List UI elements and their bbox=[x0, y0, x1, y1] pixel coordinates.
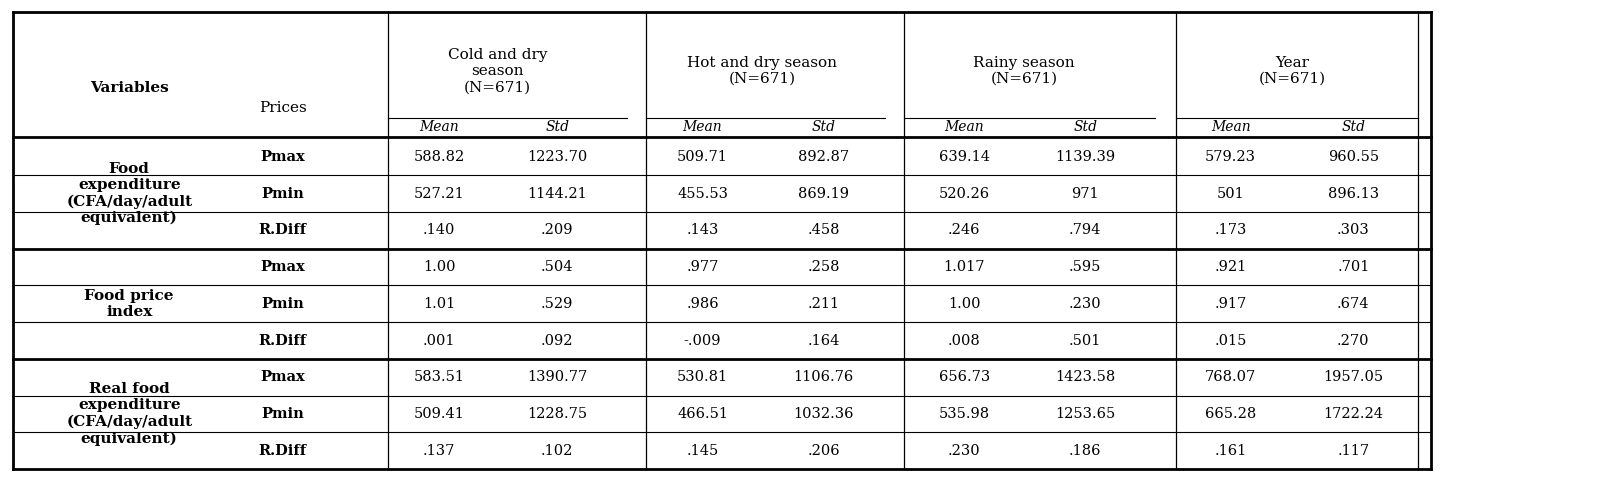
Text: 656.73: 656.73 bbox=[938, 370, 989, 384]
Text: 1253.65: 1253.65 bbox=[1054, 407, 1115, 421]
Text: 1957.05: 1957.05 bbox=[1322, 370, 1383, 384]
Text: .117: .117 bbox=[1336, 444, 1369, 458]
Text: Pmin: Pmin bbox=[261, 187, 303, 200]
Text: Hot and dry season
(N=671): Hot and dry season (N=671) bbox=[688, 56, 836, 86]
Text: .173: .173 bbox=[1214, 223, 1246, 237]
Text: .270: .270 bbox=[1336, 334, 1369, 347]
Text: .008: .008 bbox=[947, 334, 980, 347]
Text: .529: .529 bbox=[541, 297, 573, 311]
Text: Pmin: Pmin bbox=[261, 407, 303, 421]
Text: .595: .595 bbox=[1068, 260, 1101, 274]
Text: Std: Std bbox=[812, 121, 834, 134]
Text: .102: .102 bbox=[541, 444, 573, 458]
Text: .092: .092 bbox=[541, 334, 573, 347]
Text: Mean: Mean bbox=[944, 121, 983, 134]
Text: .015: .015 bbox=[1214, 334, 1246, 347]
Text: .501: .501 bbox=[1068, 334, 1101, 347]
Text: .137: .137 bbox=[423, 444, 455, 458]
Text: 1228.75: 1228.75 bbox=[526, 407, 587, 421]
Text: 1722.24: 1722.24 bbox=[1322, 407, 1383, 421]
Text: .209: .209 bbox=[541, 223, 573, 237]
Text: 1423.58: 1423.58 bbox=[1054, 370, 1115, 384]
Text: Std: Std bbox=[1341, 121, 1364, 134]
Text: 1.01: 1.01 bbox=[423, 297, 455, 311]
Text: .246: .246 bbox=[947, 223, 980, 237]
Text: 639.14: 639.14 bbox=[938, 150, 989, 164]
Text: 1139.39: 1139.39 bbox=[1054, 150, 1115, 164]
Text: -.009: -.009 bbox=[683, 334, 721, 347]
Text: 869.19: 869.19 bbox=[797, 187, 849, 200]
Text: 1032.36: 1032.36 bbox=[792, 407, 854, 421]
Text: Pmax: Pmax bbox=[260, 260, 305, 274]
Text: .143: .143 bbox=[686, 223, 718, 237]
Text: R.Diff: R.Diff bbox=[258, 223, 307, 237]
Text: .794: .794 bbox=[1068, 223, 1101, 237]
Text: 455.53: 455.53 bbox=[676, 187, 728, 200]
Text: 466.51: 466.51 bbox=[676, 407, 728, 421]
Text: 501: 501 bbox=[1215, 187, 1244, 200]
Text: 579.23: 579.23 bbox=[1204, 150, 1256, 164]
Text: .164: .164 bbox=[807, 334, 839, 347]
Text: Pmax: Pmax bbox=[260, 150, 305, 164]
Text: .186: .186 bbox=[1068, 444, 1101, 458]
Text: 1.00: 1.00 bbox=[423, 260, 455, 274]
Text: .504: .504 bbox=[541, 260, 573, 274]
Text: Mean: Mean bbox=[1210, 121, 1249, 134]
Text: .230: .230 bbox=[947, 444, 980, 458]
Text: Variables: Variables bbox=[90, 81, 168, 95]
Text: 1390.77: 1390.77 bbox=[526, 370, 587, 384]
Text: 896.13: 896.13 bbox=[1327, 187, 1378, 200]
Text: 509.71: 509.71 bbox=[676, 150, 728, 164]
Text: .458: .458 bbox=[807, 223, 839, 237]
Text: 509.41: 509.41 bbox=[413, 407, 465, 421]
Text: Pmax: Pmax bbox=[260, 370, 305, 384]
Text: Std: Std bbox=[546, 121, 568, 134]
Text: Pmin: Pmin bbox=[261, 297, 303, 311]
Text: 1106.76: 1106.76 bbox=[792, 370, 854, 384]
Text: 1.00: 1.00 bbox=[947, 297, 980, 311]
Text: 530.81: 530.81 bbox=[676, 370, 728, 384]
Text: .303: .303 bbox=[1336, 223, 1369, 237]
Text: 1.017: 1.017 bbox=[943, 260, 985, 274]
Text: Std: Std bbox=[1073, 121, 1096, 134]
Text: .211: .211 bbox=[807, 297, 839, 311]
Text: 971: 971 bbox=[1070, 187, 1099, 200]
Text: .921: .921 bbox=[1214, 260, 1246, 274]
Text: R.Diff: R.Diff bbox=[258, 334, 307, 347]
Text: 527.21: 527.21 bbox=[413, 187, 465, 200]
Text: Mean: Mean bbox=[683, 121, 721, 134]
Text: Prices: Prices bbox=[258, 101, 307, 115]
Text: .161: .161 bbox=[1214, 444, 1246, 458]
Text: .258: .258 bbox=[807, 260, 839, 274]
Text: Food price
index: Food price index bbox=[84, 289, 174, 319]
Text: 768.07: 768.07 bbox=[1204, 370, 1256, 384]
Text: 520.26: 520.26 bbox=[938, 187, 989, 200]
Text: .917: .917 bbox=[1214, 297, 1246, 311]
Text: R.Diff: R.Diff bbox=[258, 444, 307, 458]
Text: .230: .230 bbox=[1068, 297, 1101, 311]
Text: 665.28: 665.28 bbox=[1204, 407, 1256, 421]
Text: .977: .977 bbox=[686, 260, 718, 274]
Text: .145: .145 bbox=[686, 444, 718, 458]
Text: 588.82: 588.82 bbox=[413, 150, 465, 164]
Text: 535.98: 535.98 bbox=[938, 407, 989, 421]
Text: .986: .986 bbox=[686, 297, 718, 311]
Text: .701: .701 bbox=[1336, 260, 1369, 274]
Text: Year
(N=671): Year (N=671) bbox=[1257, 56, 1325, 86]
Text: 960.55: 960.55 bbox=[1327, 150, 1378, 164]
Text: .140: .140 bbox=[423, 223, 455, 237]
Text: 583.51: 583.51 bbox=[413, 370, 465, 384]
Text: Mean: Mean bbox=[420, 121, 458, 134]
Text: Real food
expenditure
(CFA/day/adult
equivalent): Real food expenditure (CFA/day/adult equ… bbox=[66, 382, 192, 446]
Text: Rainy season
(N=671): Rainy season (N=671) bbox=[973, 56, 1073, 86]
Text: .206: .206 bbox=[807, 444, 839, 458]
Text: 1144.21: 1144.21 bbox=[528, 187, 586, 200]
Text: 892.87: 892.87 bbox=[797, 150, 849, 164]
Text: Cold and dry
season
(N=671): Cold and dry season (N=671) bbox=[447, 48, 547, 94]
Text: 1223.70: 1223.70 bbox=[526, 150, 587, 164]
Text: .674: .674 bbox=[1336, 297, 1369, 311]
Text: Food
expenditure
(CFA/day/adult
equivalent): Food expenditure (CFA/day/adult equivale… bbox=[66, 162, 192, 225]
Text: .001: .001 bbox=[423, 334, 455, 347]
